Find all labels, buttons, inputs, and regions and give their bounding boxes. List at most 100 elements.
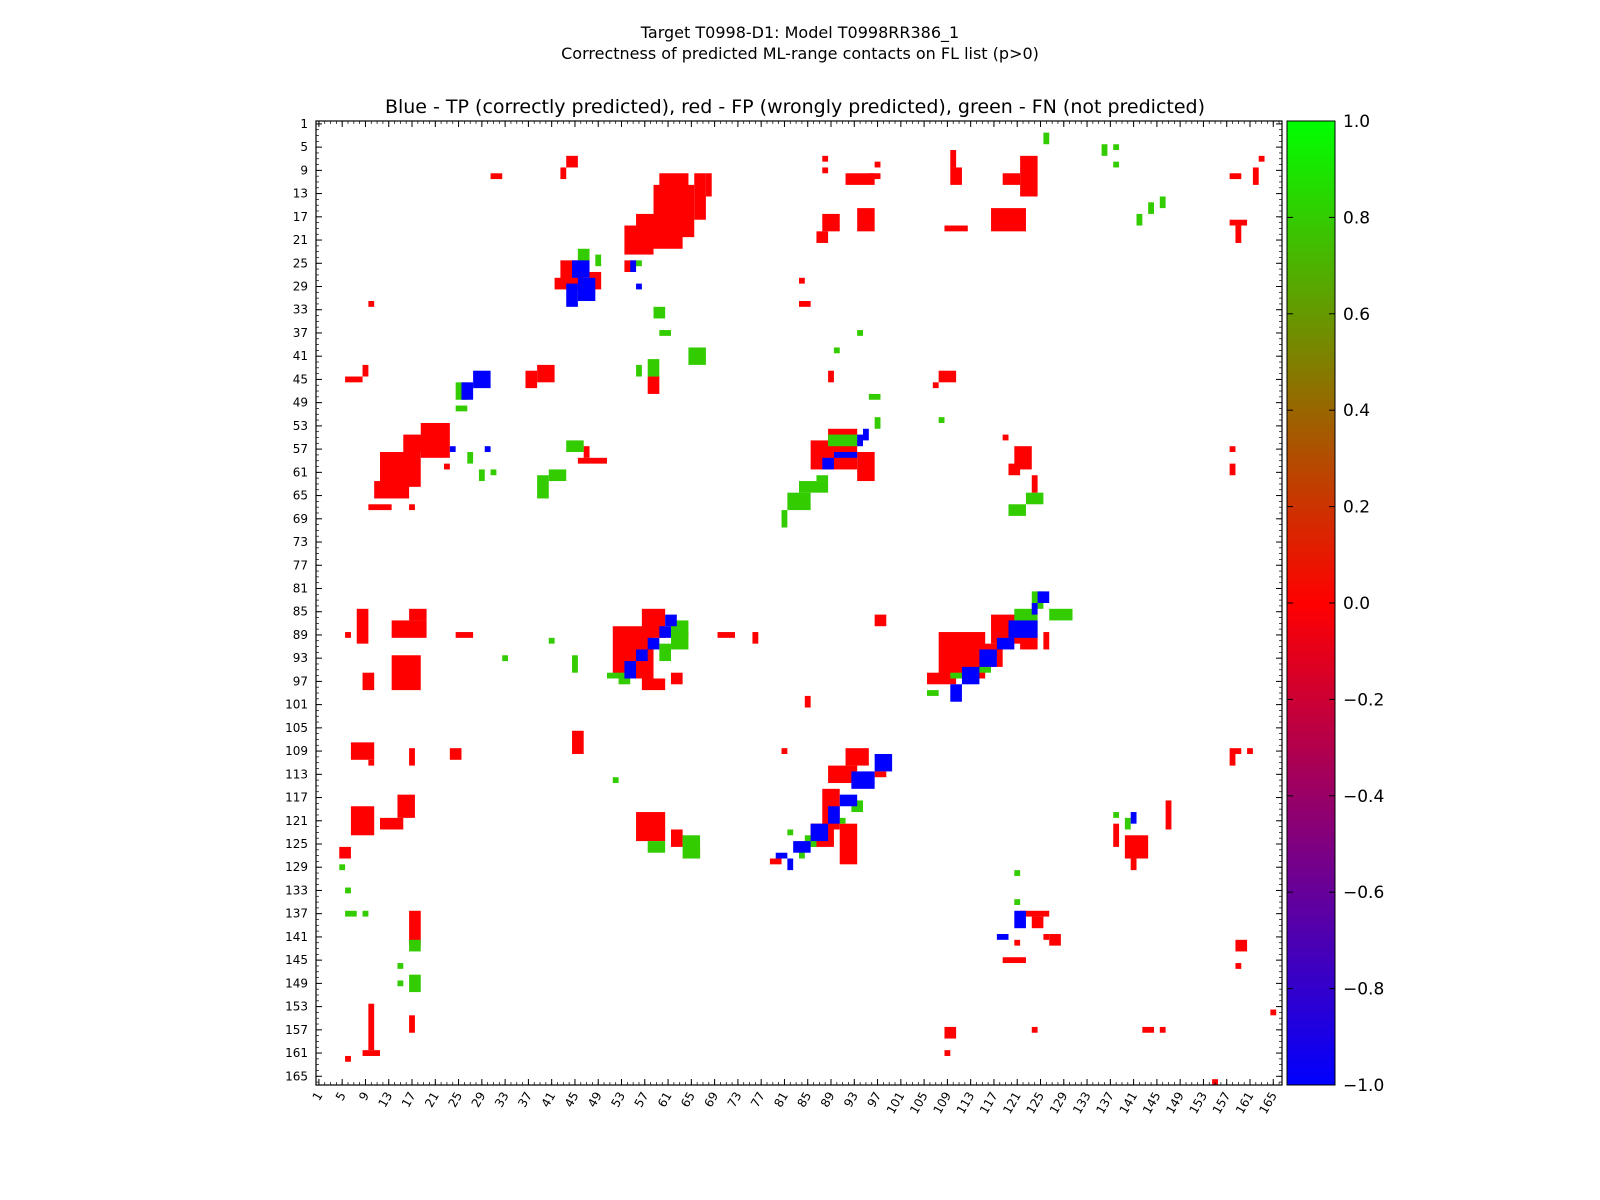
fp-contact-cell <box>950 167 962 185</box>
y-tick-label: 105 <box>285 721 308 735</box>
fp-contact-cell <box>950 150 957 168</box>
tp-contact-cell <box>636 283 642 290</box>
y-tick-label: 97 <box>293 674 308 688</box>
tp-contact-cell <box>810 823 829 842</box>
x-tick-label: 157 <box>1210 1090 1234 1117</box>
x-tick-label: 161 <box>1233 1090 1257 1117</box>
fp-contact-cell <box>449 748 462 760</box>
fn-contact-cell <box>1043 132 1050 145</box>
fn-contact-cell <box>816 475 829 482</box>
fn-contact-cell <box>345 910 357 917</box>
fn-contact-cell <box>670 620 689 650</box>
tp-contact-cell <box>630 260 637 272</box>
y-tick-label: 133 <box>285 883 308 897</box>
y-tick-label: 137 <box>285 907 308 921</box>
fp-contact-cell <box>1229 173 1242 180</box>
tp-contact-cell <box>775 852 788 859</box>
fp-contact-cell <box>566 155 578 168</box>
x-axis-ticks: 1 5 9 13 17 21 25 29 33 37 41 45 49 53 57 61 65 69 73 77 81 8… <box>310 1090 1280 1117</box>
fn-contact-cell <box>537 475 549 499</box>
fp-contact-cell <box>705 173 712 197</box>
x-tick-label: 17 <box>399 1090 419 1110</box>
fp-contact-cell <box>409 910 421 946</box>
tp-contact-cell <box>647 637 660 650</box>
fp-contact-cell <box>659 173 689 203</box>
fp-contact-cell <box>1014 446 1032 470</box>
fp-contact-cell <box>1270 1009 1277 1016</box>
y-tick-label: 149 <box>285 976 308 990</box>
fp-contact-cell <box>1142 1026 1154 1033</box>
fp-contact-cell <box>1020 155 1038 197</box>
fp-contact-cell <box>857 452 875 482</box>
fp-contact-cell <box>368 759 375 766</box>
chart-suptitle-line2: Correctness of predicted ML-range contac… <box>561 44 1039 63</box>
fp-contact-cell <box>1235 963 1242 969</box>
y-tick-label: 45 <box>293 372 308 386</box>
y-tick-label: 93 <box>293 651 308 665</box>
colorbar-tick-label: −0.2 <box>1343 690 1384 710</box>
y-tick-label: 9 <box>300 163 308 177</box>
tp-contact-cell <box>979 649 997 667</box>
x-tick-label: 77 <box>748 1090 768 1110</box>
fn-contact-cell <box>490 469 497 476</box>
fp-contact-cell <box>380 817 404 830</box>
fp-contact-cell <box>1031 475 1038 493</box>
fn-contact-cell <box>1124 817 1131 830</box>
fp-contact-cell <box>1031 1026 1038 1033</box>
x-tick-label: 57 <box>632 1090 652 1110</box>
fn-contact-cell <box>636 260 642 267</box>
fn-contact-cell <box>799 481 829 493</box>
fn-contact-cell <box>868 393 881 400</box>
y-tick-label: 141 <box>285 930 308 944</box>
fp-contact-cell <box>356 608 369 644</box>
fp-contact-cell <box>938 370 957 383</box>
plot-frame <box>315 120 1283 1086</box>
fn-contact-cell <box>833 347 840 354</box>
y-tick-label: 65 <box>293 489 308 503</box>
fp-contact-cell <box>624 225 654 255</box>
fp-contact-cell <box>670 672 683 685</box>
fp-contact-cell <box>350 806 375 836</box>
x-tick-label: 13 <box>376 1090 396 1110</box>
tp-contact-cell <box>828 806 840 824</box>
fp-contact-cell <box>845 173 875 185</box>
y-tick-label: 161 <box>285 1046 308 1060</box>
fp-contact-cell <box>1258 155 1265 162</box>
fp-contact-cell <box>717 632 735 638</box>
fp-contact-cell <box>362 672 375 691</box>
tp-contact-cell <box>787 858 794 871</box>
tp-contact-cell <box>961 666 980 685</box>
x-tick-label: 45 <box>562 1090 582 1110</box>
fp-contact-cell <box>444 463 450 470</box>
fn-contact-cell <box>839 817 846 824</box>
y-tick-label: 57 <box>293 442 308 456</box>
x-tick-label: 29 <box>469 1090 489 1110</box>
x-tick-label: 97 <box>864 1090 884 1110</box>
x-tick-label: 165 <box>1256 1090 1280 1117</box>
y-tick-label: 117 <box>285 791 308 805</box>
fn-contact-cell <box>851 800 864 813</box>
fp-contact-cell <box>799 277 805 284</box>
y-tick-label: 25 <box>293 256 308 270</box>
y-tick-label: 129 <box>285 860 308 874</box>
fp-contact-cell <box>420 422 450 458</box>
fn-contact-cell <box>1008 504 1026 516</box>
fp-contact-cell <box>577 457 607 464</box>
tp-contact-cell <box>822 457 834 470</box>
fp-contact-cell <box>1014 939 1021 946</box>
fn-contact-cell <box>1049 608 1073 621</box>
fn-contact-cell <box>938 417 945 423</box>
x-tick-label: 105 <box>907 1090 931 1117</box>
fp-contact-cell <box>1130 858 1137 871</box>
y-tick-label: 33 <box>293 303 308 317</box>
tp-contact-cell <box>874 753 893 772</box>
fn-contact-cell <box>659 330 671 336</box>
colorbar-ticks: 1.0 0.8 0.6 0.4 0.2 0.0 −0.2 −0.4 −0.6 −0.8 −1.0 <box>1287 112 1384 1096</box>
fp-contact-cell <box>339 846 351 859</box>
colorbar-tick-label: 0.8 <box>1343 208 1370 228</box>
fp-contact-cell <box>1002 434 1009 441</box>
x-tick-label: 81 <box>771 1090 791 1110</box>
fp-contact-cell <box>694 173 706 220</box>
y-tick-label: 109 <box>285 744 308 758</box>
